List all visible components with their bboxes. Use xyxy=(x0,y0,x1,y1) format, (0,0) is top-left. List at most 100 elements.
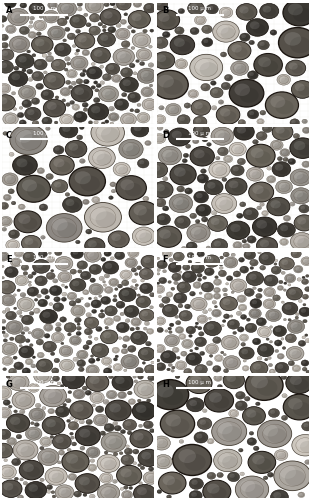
Circle shape xyxy=(93,414,108,426)
Circle shape xyxy=(175,254,180,258)
Circle shape xyxy=(9,314,15,318)
Circle shape xyxy=(223,252,229,257)
Circle shape xyxy=(271,370,275,374)
Circle shape xyxy=(135,110,138,112)
Circle shape xyxy=(186,242,197,250)
Circle shape xyxy=(3,334,8,338)
Circle shape xyxy=(20,300,27,306)
Circle shape xyxy=(146,328,154,334)
Circle shape xyxy=(159,304,164,308)
Circle shape xyxy=(108,26,116,33)
Circle shape xyxy=(177,328,180,330)
Circle shape xyxy=(156,198,166,207)
Circle shape xyxy=(68,70,73,74)
Circle shape xyxy=(71,249,83,258)
Circle shape xyxy=(55,147,60,151)
Circle shape xyxy=(295,135,299,138)
Circle shape xyxy=(106,14,118,23)
Circle shape xyxy=(80,446,85,450)
Circle shape xyxy=(25,318,32,323)
Circle shape xyxy=(266,309,281,322)
Circle shape xyxy=(7,312,12,316)
Circle shape xyxy=(66,81,69,83)
Circle shape xyxy=(73,357,78,362)
Circle shape xyxy=(17,495,24,500)
Circle shape xyxy=(0,280,16,294)
Circle shape xyxy=(91,344,109,357)
Circle shape xyxy=(195,118,202,123)
Circle shape xyxy=(258,120,261,122)
Circle shape xyxy=(0,409,6,414)
Circle shape xyxy=(135,272,138,276)
Circle shape xyxy=(301,308,306,313)
Circle shape xyxy=(210,184,220,192)
Circle shape xyxy=(256,188,270,199)
Circle shape xyxy=(189,244,195,250)
Circle shape xyxy=(231,165,244,175)
Circle shape xyxy=(113,162,130,176)
Circle shape xyxy=(211,218,220,225)
Circle shape xyxy=(77,332,79,334)
Circle shape xyxy=(67,400,70,402)
Circle shape xyxy=(93,198,97,200)
Circle shape xyxy=(274,263,277,265)
Circle shape xyxy=(40,446,44,450)
Circle shape xyxy=(275,260,278,262)
Circle shape xyxy=(106,390,117,399)
Circle shape xyxy=(86,312,91,317)
Circle shape xyxy=(148,375,155,381)
Circle shape xyxy=(44,388,56,398)
Circle shape xyxy=(299,204,309,213)
Circle shape xyxy=(44,71,47,74)
Circle shape xyxy=(0,390,9,398)
Circle shape xyxy=(123,281,126,283)
Circle shape xyxy=(157,456,165,463)
Circle shape xyxy=(39,204,48,211)
Circle shape xyxy=(61,342,64,344)
Circle shape xyxy=(177,356,180,359)
Circle shape xyxy=(191,293,194,296)
Circle shape xyxy=(34,122,38,125)
Circle shape xyxy=(49,258,53,262)
Circle shape xyxy=(208,317,211,320)
Circle shape xyxy=(14,66,19,70)
Circle shape xyxy=(190,226,201,234)
Circle shape xyxy=(105,306,117,316)
Circle shape xyxy=(167,368,170,371)
Circle shape xyxy=(176,320,181,325)
Circle shape xyxy=(197,152,211,163)
Circle shape xyxy=(14,307,17,310)
Circle shape xyxy=(175,361,187,370)
Circle shape xyxy=(300,342,305,345)
Circle shape xyxy=(239,347,254,359)
Circle shape xyxy=(160,263,166,268)
Circle shape xyxy=(65,374,76,382)
Circle shape xyxy=(283,151,288,156)
Circle shape xyxy=(10,440,15,444)
Circle shape xyxy=(2,228,7,231)
Circle shape xyxy=(67,420,71,422)
Circle shape xyxy=(121,68,132,78)
Circle shape xyxy=(306,370,310,374)
Circle shape xyxy=(8,438,13,442)
Circle shape xyxy=(8,189,14,194)
Circle shape xyxy=(284,32,301,46)
Circle shape xyxy=(7,177,16,184)
Circle shape xyxy=(109,366,112,368)
Circle shape xyxy=(159,186,170,196)
Circle shape xyxy=(114,316,118,319)
Circle shape xyxy=(127,259,132,264)
Circle shape xyxy=(246,410,256,418)
Circle shape xyxy=(185,154,188,157)
Circle shape xyxy=(106,370,111,374)
Circle shape xyxy=(194,432,208,443)
Circle shape xyxy=(24,238,33,245)
Circle shape xyxy=(227,76,231,80)
Circle shape xyxy=(114,422,117,425)
Circle shape xyxy=(207,324,214,330)
Circle shape xyxy=(137,487,147,495)
Circle shape xyxy=(226,158,231,162)
Circle shape xyxy=(266,276,272,281)
Circle shape xyxy=(100,34,108,41)
Circle shape xyxy=(223,372,244,389)
